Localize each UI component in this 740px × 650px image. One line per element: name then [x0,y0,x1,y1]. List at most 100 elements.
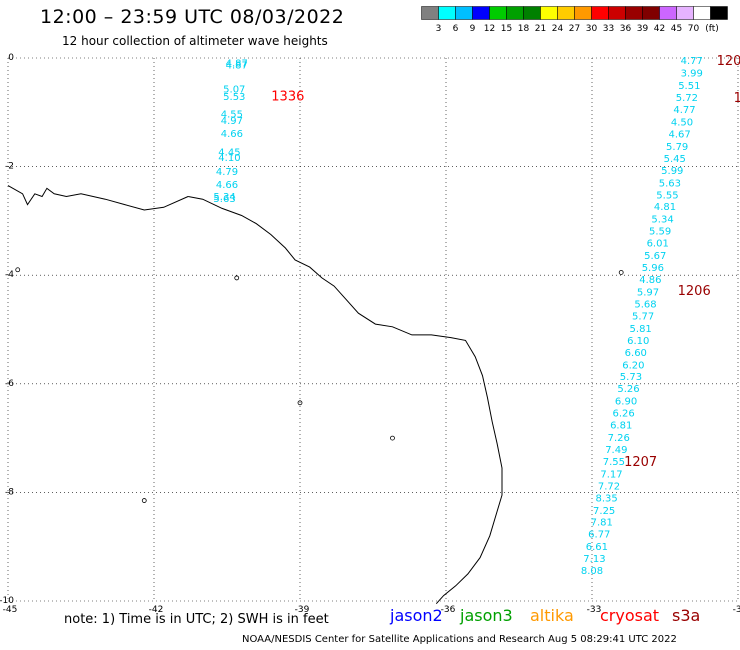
wave-height-reading: 7.25 [593,506,615,517]
wave-height-reading: 4.55 [221,109,243,120]
wave-height-reading: 5.34 [213,192,235,203]
wave-height-reading: 4.77 [681,56,703,67]
units-note: note: 1) Time is in UTC; 2) SWH is in fe… [64,612,329,627]
scale-tick-label: 30 [586,24,598,34]
wave-height-reading: 4.87 [226,61,248,72]
wave-height-reading: 5.79 [666,142,688,153]
scale-tick-label: 27 [569,24,580,34]
wave-height-reading: 5.67 [644,251,666,262]
wave-height-reading: 4.10 [218,153,240,164]
map-subtitle: 12 hour collection of altimeter wave hei… [62,34,328,48]
scale-tick-label: 45 [671,24,682,34]
coastline [188,196,503,605]
wave-height-reading: 4.50 [671,118,693,129]
scale-tick-label: 12 [484,24,495,34]
wave-height-reading: 7.13 [583,554,605,565]
scale-swatch [710,6,728,20]
lon-label: -42 [149,605,164,615]
wave-height-reading: 6.61 [586,542,608,553]
wave-height-reading: 5.53 [223,92,245,103]
wave-height-reading: 5.63 [213,194,235,205]
wave-height-reading: 5.68 [634,299,656,310]
lat-label: 0 [8,53,14,63]
scale-unit-label: (ft) [705,24,719,34]
island [141,498,147,503]
wave-height-reading: 4.81 [654,202,676,213]
pass-time-label: 1336 [271,89,304,104]
wave-height-reading: 6.10 [627,336,649,347]
map-title: 12:00 – 23:59 UTC 08/03/2022 [40,6,345,28]
lat-label: -10 [0,596,14,606]
scale-tick-label: 18 [518,24,530,34]
pass-time-label: 1205 [717,54,740,69]
wave-height-reading: 5.97 [637,287,659,298]
wave-height-reading: 5.96 [642,263,664,274]
wave-height-reading: 6.81 [610,421,632,432]
wave-height-reading: 5.77 [632,311,654,322]
wave-height-reading: 5.07 [223,84,245,95]
pass-time-label: 1207 [624,455,657,470]
lat-label: -8 [5,487,14,497]
wave-height-reading: 5.55 [656,190,678,201]
pass-time-label: 1206 [678,284,711,299]
wave-height-reading: 6.01 [647,239,669,250]
scale-tick-label: 6 [453,24,459,34]
credit-line: NOAA/NESDIS Center for Satellite Applica… [242,634,677,645]
wave-height-reading: 5.51 [678,81,700,92]
wave-height-reading: 5.99 [661,166,683,177]
wave-height-reading: 4.67 [668,129,690,140]
legend-altika: altika [530,606,574,625]
island [15,267,21,273]
pass-time-label: 1205 [734,91,740,106]
scale-tick-label: 9 [470,24,476,34]
island [390,435,395,441]
wave-height-reading: 4.45 [218,147,240,158]
island [618,270,624,275]
lat-label: -4 [5,270,14,280]
wave-height-reading: 4.87 [226,58,248,69]
lon-label: -45 [3,605,18,615]
scale-tick-label: 42 [654,24,665,34]
scale-tick-label: 70 [688,24,700,34]
wave-height-reading: 5.73 [620,372,642,383]
wave-height-reading: 5.26 [617,384,639,395]
scale-tick-label: 21 [535,24,546,34]
lon-label: -30 [733,605,740,615]
lat-label: -2 [5,162,14,172]
lon-label: -39 [295,605,310,615]
wave-height-reading: 8.08 [581,566,603,577]
wave-height-reading: 8.35 [595,493,617,504]
legend-cryosat: cryosat [600,606,660,625]
scale-tick-label: 24 [552,24,564,34]
wave-height-reading: 6.77 [588,530,610,541]
wave-height-reading: 7.49 [605,445,627,456]
wave-height-reading: 5.63 [659,178,681,189]
scale-tick-label: 39 [637,24,649,34]
wave-height-reading: 7.26 [608,433,630,444]
scale-tick-label: 36 [620,24,632,34]
wave-height-reading: 6.20 [622,360,644,371]
wave-height-reading: 3.99 [681,69,703,80]
wave-height-reading: 7.17 [600,469,622,480]
lat-label: -6 [5,379,14,389]
scale-tick-label: 3 [436,24,442,34]
wave-height-reading: 7.55 [603,457,625,468]
wave-height-reading: 5.45 [664,154,686,165]
lon-label: -36 [441,605,456,615]
wave-height-reading: 4.77 [673,105,695,116]
wave-height-reading: 6.90 [615,397,637,408]
legend-s3a: s3a [672,606,701,625]
coastline-west [7,185,189,211]
wave-height-reading: 7.81 [591,518,613,529]
legend-jason3: jason3 [460,606,513,625]
legend-jason2: jason2 [390,606,443,625]
wave-height-reading: 4.86 [639,275,661,286]
wave-height-reading: 5.59 [649,227,671,238]
wave-height-reading: 4.97 [221,116,243,127]
wave-height-reading: 6.60 [625,348,647,359]
island [297,400,303,406]
lon-label: -33 [587,605,602,615]
wave-height-reading: 5.81 [630,324,652,335]
scale-tick-label: 33 [603,24,614,34]
